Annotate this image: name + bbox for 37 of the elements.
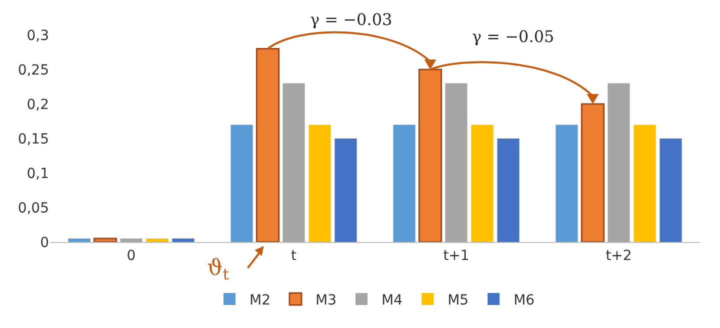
y-tick-label: 0,1 bbox=[26, 166, 49, 182]
legend-label: M6 bbox=[514, 292, 535, 308]
text: γ = −0.03 bbox=[310, 10, 392, 29]
bar bbox=[120, 238, 142, 242]
bar bbox=[497, 138, 520, 242]
bar bbox=[282, 83, 305, 242]
bar bbox=[608, 83, 630, 242]
bar bbox=[334, 138, 357, 242]
bar bbox=[230, 124, 253, 242]
bar bbox=[172, 238, 194, 242]
legend-label: M2 bbox=[250, 292, 270, 308]
y-tick-label: 0 bbox=[40, 234, 49, 251]
legend-label: M4 bbox=[382, 292, 403, 308]
y-tick-label: 0,3 bbox=[26, 28, 49, 44]
x-tick-label: t bbox=[291, 248, 297, 264]
legend-label: M5 bbox=[448, 292, 469, 308]
y-tick-label: 0,15 bbox=[18, 131, 49, 148]
bar bbox=[256, 48, 280, 242]
text: ϑ$_{t}$ bbox=[207, 256, 230, 284]
y-tick-label: 0,05 bbox=[18, 200, 49, 216]
bar bbox=[393, 124, 416, 242]
x-tick-label: t+1 bbox=[443, 248, 470, 264]
x-tick-label: t+2 bbox=[606, 248, 632, 264]
bar bbox=[308, 124, 331, 242]
bar bbox=[471, 124, 494, 242]
y-tick-label: 0,25 bbox=[18, 62, 49, 78]
bar bbox=[634, 124, 656, 242]
bar bbox=[445, 83, 468, 242]
bar bbox=[146, 238, 168, 242]
bar bbox=[93, 238, 118, 242]
bar bbox=[556, 124, 578, 242]
annotation: γ = −0.05 bbox=[472, 27, 554, 46]
legend-label: M3 bbox=[316, 292, 336, 308]
x-tick-label: 0 bbox=[126, 248, 136, 264]
y-tick-label: 0,2 bbox=[26, 96, 49, 113]
bar bbox=[68, 238, 90, 242]
bar bbox=[660, 138, 682, 242]
